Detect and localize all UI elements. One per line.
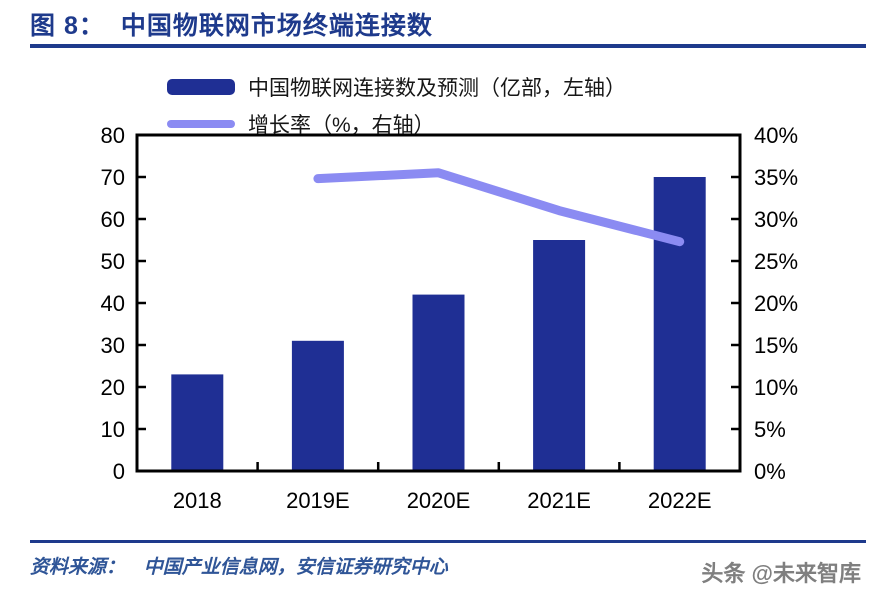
right-axis-label: 30% [754,207,798,232]
right-axis-label: 25% [754,249,798,274]
legend-item-connections: 中国物联网连接数及预测（亿部，左轴） [167,72,626,102]
title-divider [30,44,866,48]
left-axis-label: 60 [101,207,125,232]
right-axis-label: 35% [754,165,798,190]
line-series-swatch [167,120,235,128]
bar-2022E [653,177,706,471]
chart-legend: 中国物联网连接数及预测（亿部，左轴） 增长率（%，右轴） [167,72,626,139]
right-axis-label: 40% [754,123,798,148]
left-axis-label: 10 [101,417,125,442]
left-axis-label: 80 [101,123,125,148]
right-axis-label: 10% [754,375,798,400]
figure-number: 图 8： [30,12,105,40]
left-axis-label: 0 [113,459,125,484]
left-axis-label: 40 [101,291,125,316]
x-axis-label-2021E: 2021E [527,488,591,513]
x-axis-label-2018: 2018 [173,488,222,513]
figure-title-text: 中国物联网市场终端连接数 [120,12,433,40]
left-axis-label: 50 [101,249,125,274]
bar-2018 [171,374,224,471]
x-axis-label-2020E: 2020E [407,488,471,513]
bar-2021E [533,240,586,471]
x-axis-label-2022E: 2022E [648,488,712,513]
growth-rate-line [313,168,685,247]
right-axis-label: 20% [754,291,798,316]
right-axis-label: 0% [754,459,786,484]
bar-2020E [412,294,465,471]
footer-divider [30,540,866,543]
figure-title: 图 8： 中国物联网市场终端连接数 [30,6,433,42]
watermark: 头条 @未来智库 [701,561,861,586]
source-prefix: 资料来源： [30,557,126,578]
legend-label-growth: 增长率（%，右轴） [248,114,435,137]
left-axis-label: 70 [101,165,125,190]
source-line: 资料来源： 中国产业信息网，安信证券研究中心 [30,552,448,579]
left-axis-label: 30 [101,333,125,358]
right-axis-label: 15% [754,333,798,358]
source-text: 中国产业信息网，安信证券研究中心 [143,557,448,578]
right-axis-label: 5% [754,417,786,442]
bar-2019E [291,340,344,471]
left-axis-label: 20 [101,375,125,400]
legend-label-connections: 中国物联网连接数及预测（亿部，左轴） [248,77,626,100]
x-axis-label-2019E: 2019E [286,488,350,513]
bar-series-swatch [167,79,235,95]
legend-item-growth: 增长率（%，右轴） [167,109,626,139]
